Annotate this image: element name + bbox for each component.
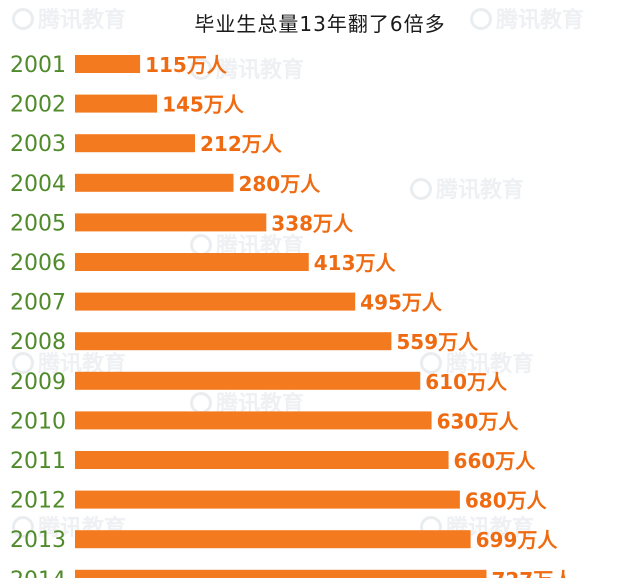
value-label-2011: 660万人 bbox=[454, 449, 537, 473]
year-label-2003: 2003 bbox=[10, 132, 66, 157]
year-label-2012: 2012 bbox=[10, 489, 66, 514]
watermark-text: 腾讯教育 bbox=[216, 58, 305, 83]
bar-2013 bbox=[75, 530, 471, 549]
bar-2009 bbox=[75, 371, 421, 390]
watermark-logo-icon bbox=[12, 8, 34, 30]
year-label-2001: 2001 bbox=[10, 53, 66, 78]
bar-2002 bbox=[75, 94, 158, 113]
watermark-text: 腾讯教育 bbox=[446, 352, 535, 377]
year-label-2002: 2002 bbox=[10, 93, 66, 118]
bar-2006 bbox=[75, 253, 309, 271]
bar-2005 bbox=[75, 213, 267, 232]
watermark: 腾讯教育 bbox=[190, 52, 304, 84]
year-label-2007: 2007 bbox=[10, 291, 66, 316]
watermark: 腾讯教育 bbox=[410, 172, 524, 204]
year-label-2006: 2006 bbox=[10, 251, 66, 276]
watermark-logo-icon bbox=[12, 352, 34, 374]
year-label-2008: 2008 bbox=[10, 330, 66, 355]
watermark-text: 腾讯教育 bbox=[38, 8, 127, 33]
bar-2010 bbox=[75, 411, 432, 430]
year-label-2009: 2009 bbox=[10, 370, 66, 395]
bar-2011 bbox=[75, 451, 449, 469]
value-label-2013: 699万人 bbox=[476, 528, 559, 552]
year-label-2005: 2005 bbox=[10, 211, 66, 236]
watermark-logo-icon bbox=[420, 352, 442, 374]
year-label-2010: 2010 bbox=[10, 409, 66, 434]
bar-2001 bbox=[75, 55, 141, 73]
value-label-2008: 559万人 bbox=[396, 330, 479, 354]
value-label-2004: 280万人 bbox=[238, 172, 321, 196]
value-label-2006: 413万人 bbox=[314, 251, 397, 275]
value-label-2007: 495万人 bbox=[360, 291, 443, 315]
year-label-2011: 2011 bbox=[10, 449, 66, 474]
year-label-2014: 2014 bbox=[10, 568, 66, 578]
value-label-2005: 338万人 bbox=[271, 211, 354, 235]
watermark-logo-icon bbox=[12, 516, 34, 538]
bar-2004 bbox=[75, 173, 234, 192]
value-label-2003: 212万人 bbox=[200, 132, 283, 156]
watermark-text: 腾讯教育 bbox=[496, 8, 585, 33]
value-label-2001: 115万人 bbox=[145, 53, 228, 77]
bar-2012 bbox=[75, 490, 460, 509]
watermark-text: 腾讯教育 bbox=[436, 178, 525, 203]
value-label-2014: 727万人 bbox=[491, 568, 574, 578]
watermark-logo-icon bbox=[410, 178, 432, 200]
value-label-2009: 610万人 bbox=[425, 370, 508, 394]
chart-title: 毕业生总量13年翻了6倍多 bbox=[194, 12, 446, 36]
year-label-2013: 2013 bbox=[10, 528, 66, 553]
watermark-logo-icon bbox=[470, 8, 492, 30]
bar-2007 bbox=[75, 292, 356, 311]
bar-2014 bbox=[75, 569, 487, 578]
bar-2003 bbox=[75, 134, 195, 153]
year-label-2004: 2004 bbox=[10, 172, 66, 197]
bar-2008 bbox=[75, 332, 392, 351]
value-label-2002: 145万人 bbox=[162, 93, 245, 117]
value-label-2010: 630万人 bbox=[437, 409, 520, 433]
value-label-2012: 680万人 bbox=[465, 489, 548, 513]
watermark-logo-icon bbox=[190, 58, 212, 80]
watermark: 腾讯教育 bbox=[12, 2, 126, 34]
watermark: 腾讯教育 bbox=[470, 2, 584, 34]
watermark: 腾讯教育 bbox=[420, 346, 534, 378]
